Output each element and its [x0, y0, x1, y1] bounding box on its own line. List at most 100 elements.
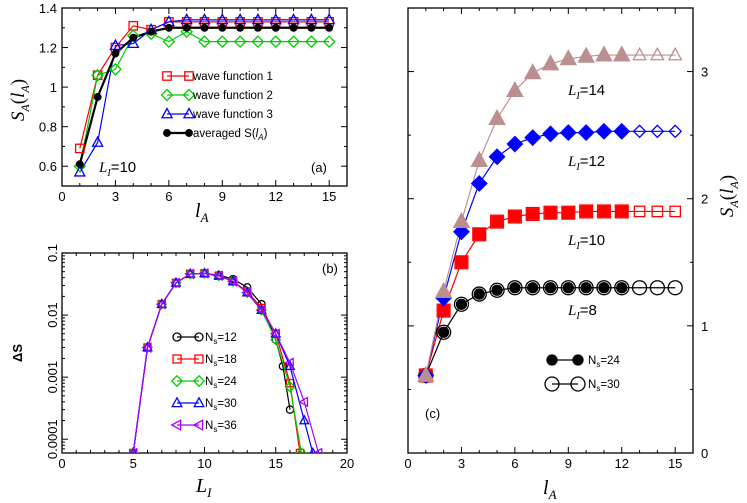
legend-marker	[546, 354, 558, 366]
data-point	[251, 35, 265, 49]
panel-c-legend: Ns=24 Ns=30	[544, 354, 620, 393]
data-point-ns24	[473, 288, 485, 300]
data-point	[312, 447, 323, 453]
data-point-ns24	[471, 152, 487, 166]
data-point	[226, 275, 237, 287]
panel-c-label: (c)	[425, 406, 440, 421]
panel-b-legend: Ns=12 Ns=18 Ns=24 Ns=30 Ns=36	[170, 332, 237, 434]
data-point	[155, 298, 166, 310]
data-point	[283, 357, 294, 369]
x-tick-label: 15	[322, 189, 336, 204]
x-tick-label: 3	[112, 189, 119, 204]
data-point	[141, 342, 152, 353]
data-point	[298, 414, 310, 425]
y-tick-label: 0.001	[45, 361, 60, 394]
legend-marker	[194, 354, 204, 364]
legend-marker	[163, 129, 171, 137]
data-point-ns30	[668, 124, 683, 139]
data-point-ns24	[454, 213, 469, 227]
data-point	[269, 13, 282, 25]
panel-c-frame	[407, 7, 694, 454]
data-point-ns30	[524, 129, 542, 147]
data-point	[212, 270, 223, 282]
panel-c-series	[417, 45, 683, 384]
data-point-ns30	[560, 280, 576, 296]
data-point-ns30	[490, 214, 505, 229]
data-point	[169, 277, 180, 289]
data-point	[253, 23, 262, 32]
data-point-ns30	[506, 135, 524, 153]
data-point-ns30	[470, 150, 489, 167]
curve-label-li-14: LI=14	[567, 82, 605, 102]
data-point-ns30	[525, 280, 541, 296]
series-line-1	[79, 21, 330, 149]
legend-label: Ns=36	[205, 420, 237, 434]
legend-marker	[193, 396, 205, 408]
data-point-ns24	[454, 224, 469, 239]
data-point-ns30	[649, 280, 666, 296]
data-point-ns30	[595, 45, 613, 62]
data-point-ns30	[471, 286, 487, 302]
legend-marker	[182, 107, 196, 119]
data-point	[325, 23, 334, 32]
data-point-ns30	[631, 280, 648, 296]
data-point-ns30	[543, 205, 558, 220]
legend-marker	[192, 374, 206, 388]
data-point	[109, 62, 122, 76]
data-point-ns30	[669, 205, 682, 218]
x-tick-label: 12	[615, 456, 629, 471]
data-point-ns24	[491, 284, 503, 296]
data-point	[198, 13, 211, 25]
data-point-ns30	[559, 124, 577, 142]
data-point-ns24	[598, 205, 610, 218]
data-point-ns30	[614, 280, 630, 296]
data-point-ns30	[632, 46, 647, 61]
data-point-ns24	[597, 124, 611, 139]
data-point-ns30	[650, 124, 665, 139]
legend-label: Ns=30	[588, 379, 620, 393]
data-point-ns24	[561, 125, 576, 140]
data-point	[73, 165, 86, 177]
data-point-ns24	[509, 210, 521, 223]
y-tick-label: 0	[701, 446, 708, 461]
data-point-ns30	[417, 365, 435, 382]
panel-a-ylabel: SA(lA)	[8, 79, 32, 121]
data-point-ns30	[577, 124, 595, 142]
data-point-ns30	[488, 108, 506, 126]
x-tick-label: 0	[58, 189, 65, 204]
data-point	[271, 23, 280, 32]
panel-a-legend: wave function 1 wave function 2 wave fun…	[160, 71, 273, 142]
data-point-ns24	[437, 326, 450, 338]
data-point	[307, 23, 316, 32]
legend-marker	[184, 71, 194, 81]
data-point-ns24	[562, 282, 574, 294]
data-point-ns30	[613, 122, 631, 140]
data-point-ns30	[417, 366, 435, 384]
data-point-ns30	[614, 204, 629, 219]
y-tick-label: 1	[50, 80, 57, 95]
data-point-ns24	[543, 55, 558, 70]
data-point	[109, 38, 122, 51]
panel-a: 0 3 6 9 12 15 0.6 0.8 1 1.2 1.4 wave function 1 wa…	[8, 1, 348, 225]
data-point-ns30	[633, 205, 646, 218]
x-tick-label: 15	[269, 456, 283, 471]
data-point	[241, 287, 252, 299]
data-point	[298, 396, 309, 408]
legend-label: Ns=12	[205, 332, 237, 346]
data-point-ns24	[562, 206, 575, 219]
panel-b-series	[127, 267, 323, 453]
data-point	[91, 68, 105, 82]
legend-marker	[172, 354, 182, 364]
data-point-ns30	[578, 280, 594, 296]
data-point-ns24	[580, 205, 592, 218]
data-point-ns24	[596, 46, 612, 61]
panel-a-xlabel: lA	[195, 200, 209, 225]
curve-label-li-10: LI=10	[567, 232, 605, 252]
data-point-ns24	[472, 176, 487, 191]
x-tick-label: 9	[565, 456, 572, 471]
series-line-3	[425, 130, 676, 376]
data-point-ns30	[596, 280, 612, 296]
data-point-ns24	[491, 215, 503, 228]
